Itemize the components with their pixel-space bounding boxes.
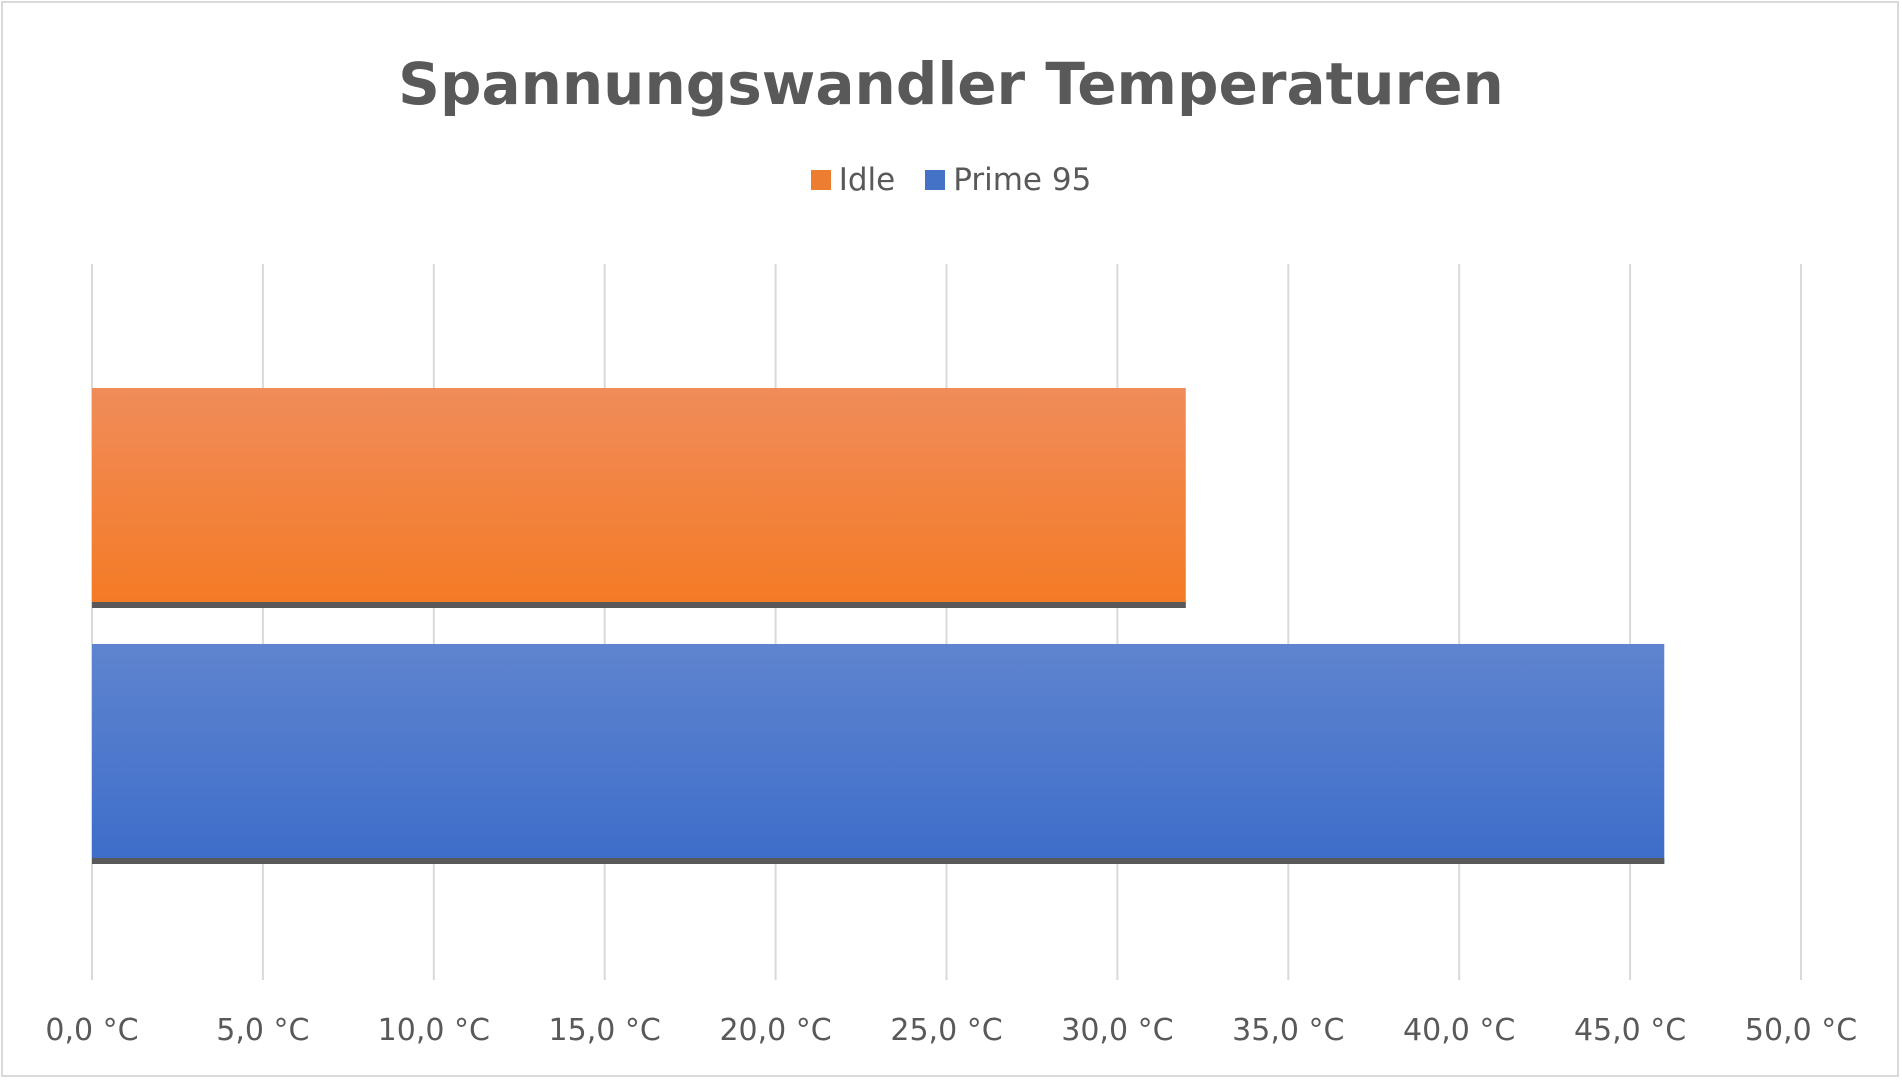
bar-prime-95: [92, 644, 1665, 864]
x-tick-label-2: 10,0 °C: [378, 1013, 490, 1048]
x-tick-label-6: 30,0 °C: [1061, 1013, 1173, 1048]
x-tick-label-10: 50,0 °C: [1745, 1013, 1857, 1048]
x-tick-label-3: 15,0 °C: [549, 1013, 661, 1048]
x-tick-label-4: 20,0 °C: [719, 1013, 831, 1048]
x-tick-label-7: 35,0 °C: [1232, 1013, 1344, 1048]
chart-title: Spannungswandler Temperaturen: [398, 50, 1504, 118]
x-tick-label-8: 40,0 °C: [1403, 1013, 1515, 1048]
x-tick-label-9: 45,0 °C: [1574, 1013, 1686, 1048]
chart-legend: Idle Prime 95: [0, 162, 1902, 198]
legend-item-prime95: Prime 95: [925, 162, 1091, 198]
legend-item-idle: Idle: [810, 162, 896, 198]
legend-swatch-idle: [810, 170, 831, 190]
legend-label-prime95: Prime 95: [953, 162, 1092, 198]
x-tick-label-5: 25,0 °C: [890, 1013, 1002, 1048]
bar-idle: [92, 388, 1186, 608]
bar-shadow-prime-95: [92, 858, 1665, 864]
x-tick-label-1: 5,0 °C: [216, 1013, 309, 1048]
legend-label-idle: Idle: [838, 162, 896, 198]
legend-swatch-prime95: [925, 170, 946, 190]
bar-shadow-idle: [92, 602, 1186, 608]
x-tick-label-0: 0,0 °C: [45, 1013, 138, 1048]
